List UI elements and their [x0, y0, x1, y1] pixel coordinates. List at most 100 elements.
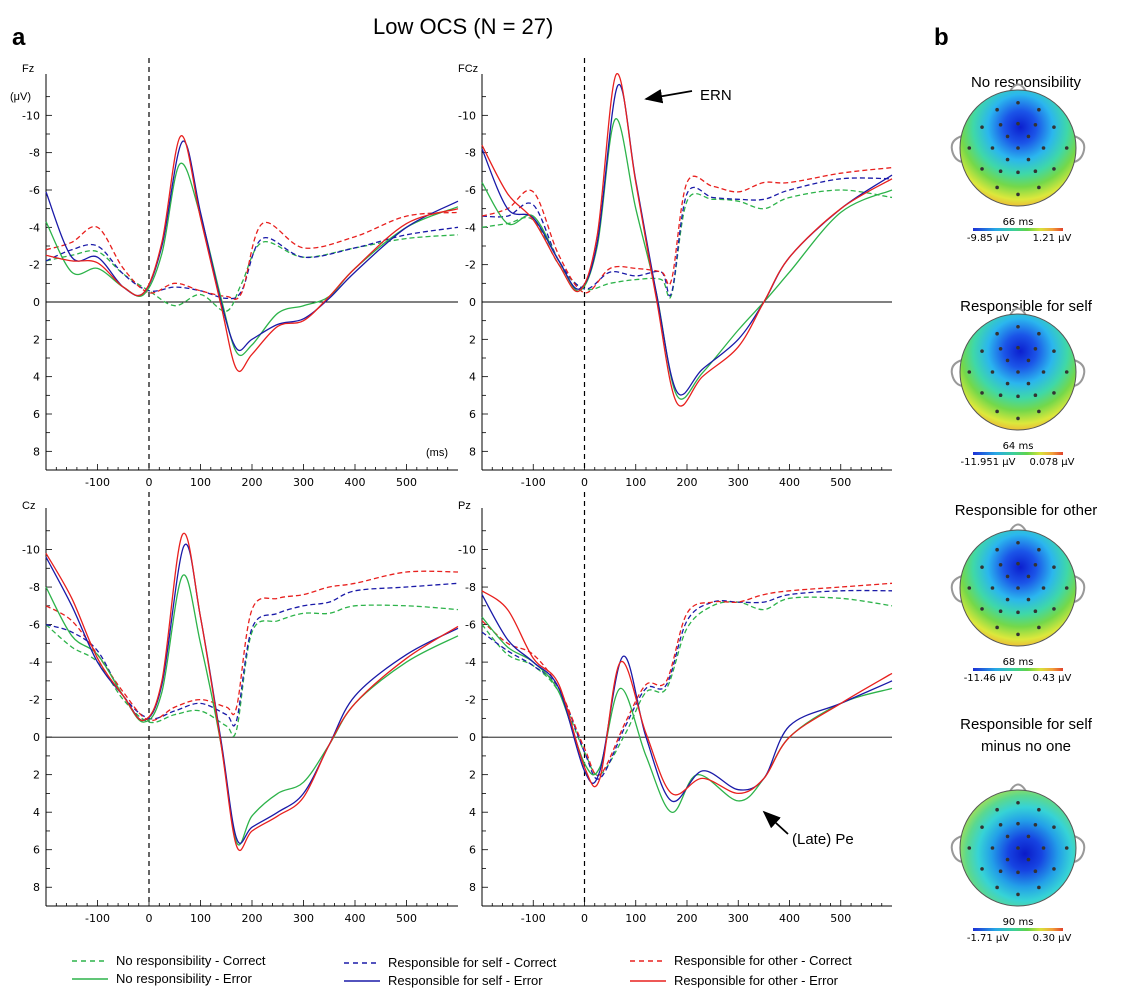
colorbar-min-label: -11.951 μV: [961, 457, 1016, 468]
topomap-title-other: Responsible for other: [954, 502, 1098, 519]
electrode-dot: [1016, 370, 1020, 374]
x-tick-label: 100: [190, 912, 211, 925]
y-tick-label: -2: [465, 694, 476, 707]
electrode-dot: [1016, 345, 1020, 350]
topomap: 66 ms -9.85 μV 1.21 μV: [950, 83, 1086, 244]
topomap: 68 ms -11.46 μV 0.43 μV: [950, 523, 1086, 684]
channel-label-fz: Fz: [22, 63, 35, 75]
y-tick-label: -6: [29, 184, 40, 197]
electrode-dot: [1026, 358, 1031, 363]
electrode-dot: [998, 347, 1003, 351]
colorbar-time-label: 64 ms: [1003, 441, 1034, 452]
electrode-dot: [995, 409, 999, 414]
electrode-dot: [1005, 597, 1010, 602]
electrode-dot: [1016, 170, 1020, 175]
y-tick-label: 0: [469, 731, 476, 744]
series-line: [45, 234, 459, 312]
y-tick-label: -10: [458, 109, 476, 122]
figure-title: Low OCS (N = 27): [373, 14, 554, 39]
y-tick-label: 6: [33, 408, 40, 421]
x-tick-label: 200: [677, 476, 698, 489]
electrode-dot: [1026, 381, 1031, 386]
electrode-dot: [1026, 857, 1031, 862]
x-tick-label: 0: [581, 912, 588, 925]
electrode-dot: [967, 586, 972, 590]
electrode-dot: [1037, 331, 1041, 336]
electrode-dot: [998, 169, 1003, 173]
electrode-dot: [980, 167, 984, 171]
y-tick-label: -8: [29, 581, 40, 594]
electrode-dot: [995, 185, 999, 190]
y-tick-label: 4: [33, 371, 40, 384]
series-line: [481, 189, 893, 299]
colorbar-time-label: 66 ms: [1003, 217, 1034, 228]
left-ear-icon: [950, 835, 963, 863]
colorbar-min-label: -9.85 μV: [967, 233, 1009, 244]
electrode-dot: [1052, 607, 1056, 611]
colorbar-max-label: 0.078 μV: [1029, 457, 1074, 468]
electrode-dot: [995, 107, 999, 112]
electrode-dot: [1041, 146, 1046, 150]
x-tick-label: 200: [677, 912, 698, 925]
electrode-dot: [1016, 892, 1020, 897]
electrode-dot: [1064, 846, 1069, 850]
topomap: 90 ms -1.71 μV 0.30 μV: [950, 783, 1086, 944]
legend-item: Responsible for self - Error: [342, 973, 543, 992]
y-tick-label: -10: [22, 109, 40, 122]
electrode-dot: [1037, 185, 1041, 190]
electrode-dot: [980, 565, 984, 569]
legend-swatch: [344, 962, 380, 964]
electrode-dot: [1005, 358, 1010, 363]
electrode-dot: [1052, 391, 1056, 395]
x-tick-label: 100: [190, 476, 211, 489]
ern-annotation: ERN: [700, 87, 732, 104]
electrode-dot: [1037, 625, 1041, 630]
x-tick-label: 400: [779, 476, 800, 489]
y-tick-label: 2: [33, 769, 40, 782]
x-tick-label: 100: [625, 912, 646, 925]
electrode-dot: [998, 823, 1003, 827]
colorbar-time-label: 68 ms: [1003, 657, 1034, 668]
electrode-dot: [1016, 394, 1020, 399]
topomap: 64 ms -11.951 μV 0.078 μV: [950, 307, 1086, 468]
y-tick-label: 2: [469, 769, 476, 782]
legend-swatch: [72, 978, 108, 980]
x-tick-label: 100: [625, 476, 646, 489]
y-tick-label: 4: [469, 806, 476, 819]
right-ear-icon: [1073, 135, 1086, 163]
electrode-dot: [1016, 561, 1020, 566]
electrode-dot: [1052, 565, 1056, 569]
electrode-dot: [995, 807, 999, 812]
right-ear-icon: [1073, 835, 1086, 863]
electrode-dot: [1033, 123, 1038, 127]
channel-label-fcz: FCz: [458, 63, 479, 75]
time-unit-label: (ms): [426, 447, 448, 459]
electrode-dot: [980, 391, 984, 395]
y-tick-label: 4: [33, 806, 40, 819]
topomap-title-no-responsibility: No responsibility: [970, 74, 1082, 91]
y-tick-label: -8: [29, 147, 40, 160]
y-tick-label: -6: [465, 619, 476, 632]
pe-annotation: (Late) Pe: [792, 831, 854, 848]
y-tick-label: 6: [469, 844, 476, 857]
electrode-dot: [967, 370, 972, 374]
electrode-dot: [1037, 885, 1041, 890]
series-line: [481, 590, 893, 796]
x-tick-label: 400: [345, 912, 366, 925]
right-ear-icon: [1073, 575, 1086, 603]
x-tick-label: 300: [293, 476, 314, 489]
series-line: [481, 589, 893, 780]
electrode-dot: [1005, 857, 1010, 862]
y-tick-label: -2: [465, 259, 476, 272]
electrode-dot: [1016, 821, 1020, 826]
series-line: [45, 140, 459, 352]
electrode-dot: [1064, 370, 1069, 374]
legend-swatch: [630, 960, 666, 962]
electrode-dot: [980, 867, 984, 871]
x-tick-label: 0: [146, 476, 153, 489]
x-tick-label: -100: [85, 912, 110, 925]
series-line: [481, 177, 893, 297]
electrode-dot: [1052, 867, 1056, 871]
electrode-dot: [998, 609, 1003, 613]
